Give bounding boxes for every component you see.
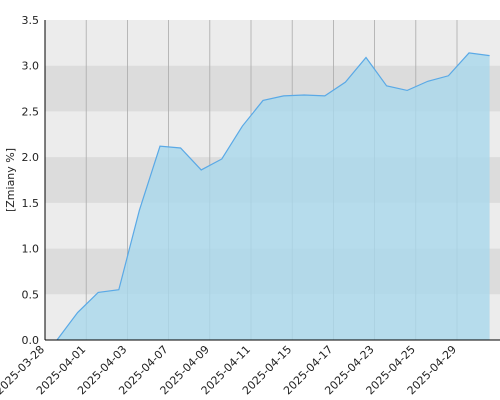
y-tick-label: 0.5 bbox=[22, 288, 40, 301]
series bbox=[44, 20, 500, 341]
area bbox=[57, 52, 490, 341]
y-tick-label: 0.0 bbox=[22, 334, 40, 347]
y-axis-label: [Zmiany %] bbox=[4, 148, 17, 212]
y-tick-label: 2.0 bbox=[22, 151, 40, 164]
y-tick-label: 1.0 bbox=[22, 243, 40, 256]
y-tick-label: 3.0 bbox=[22, 60, 40, 73]
y-tick-label: 2.5 bbox=[22, 105, 40, 118]
line bbox=[56, 52, 490, 341]
y-tick-label: 3.5 bbox=[22, 14, 40, 27]
y-tick-label: 1.5 bbox=[22, 197, 40, 210]
